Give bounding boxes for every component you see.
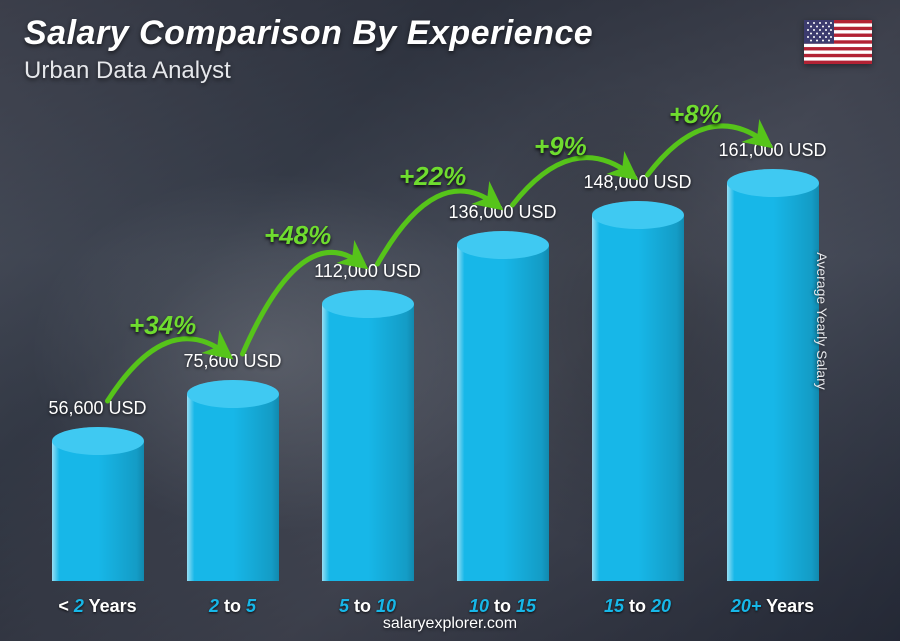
bar-value-label: 112,000 USD (314, 261, 421, 282)
bar-value-label: 56,600 USD (48, 398, 146, 419)
growth-delta-label: +34% (129, 310, 196, 341)
growth-delta-label: +8% (669, 99, 722, 130)
bar-value-label: 75,600 USD (183, 351, 281, 372)
bar (322, 304, 414, 581)
bar-column: 161,000 USD20+ Years (715, 140, 830, 581)
growth-delta-label: +48% (264, 220, 331, 251)
bar-column: 75,600 USD2 to 5 (175, 351, 290, 581)
category-label: 20+ Years (731, 596, 814, 617)
y-axis-label: Average Yearly Salary (813, 252, 829, 390)
bar (52, 441, 144, 581)
page-subtitle: Urban Data Analyst (24, 57, 780, 85)
bar-value-label: 148,000 USD (583, 172, 691, 193)
bar-column: 136,000 USD10 to 15 (445, 202, 560, 581)
bar (727, 183, 819, 581)
category-label: 15 to 20 (604, 596, 671, 617)
bar-column: 56,600 USD< 2 Years (40, 398, 155, 581)
category-label: 5 to 10 (339, 596, 396, 617)
bar-column: 112,000 USD5 to 10 (310, 261, 425, 581)
bar (592, 215, 684, 581)
growth-delta-label: +9% (534, 131, 587, 162)
header: Salary Comparison By Experience Urban Da… (24, 14, 780, 85)
category-label: 2 to 5 (209, 596, 256, 617)
bar (457, 245, 549, 581)
us-flag-icon (804, 20, 872, 64)
bar (187, 394, 279, 581)
category-label: 10 to 15 (469, 596, 536, 617)
page-title: Salary Comparison By Experience (24, 14, 780, 53)
bar-value-label: 161,000 USD (718, 140, 826, 161)
footer-credit: salaryexplorer.com (0, 615, 900, 633)
category-label: < 2 Years (58, 596, 136, 617)
bar-column: 148,000 USD15 to 20 (580, 172, 695, 581)
bar-value-label: 136,000 USD (448, 202, 556, 223)
growth-delta-label: +22% (399, 161, 466, 192)
